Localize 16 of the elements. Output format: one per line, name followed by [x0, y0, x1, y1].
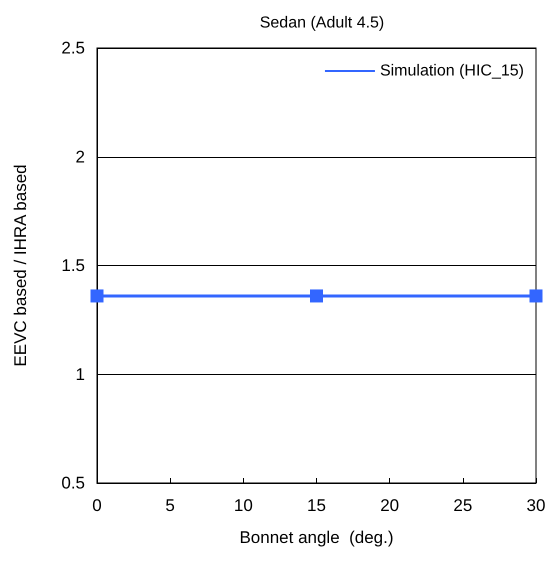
x-tick-label: 0	[92, 496, 102, 515]
y-tick-label: 2	[76, 147, 85, 166]
x-tick-label: 5	[165, 496, 175, 515]
legend-label: Simulation (HIC_15)	[380, 62, 524, 80]
x-tick-label: 30	[526, 496, 546, 515]
x-tick-label: 15	[307, 496, 326, 515]
y-tick-label: 2.5	[61, 38, 85, 58]
x-tick-label: 10	[234, 496, 253, 515]
y-tick-label: 0.5	[61, 474, 85, 492]
x-tick-label: 25	[453, 496, 472, 515]
y-axis-title: EEVC based / IHRA based	[11, 164, 30, 367]
x-axis-title: Bonnet angle (deg.)	[239, 528, 394, 547]
x-tick-label: 20	[380, 496, 400, 515]
y-tick-label: 1	[76, 364, 85, 384]
chart-title: Sedan (Adult 4.5)	[260, 14, 384, 32]
y-tick-label: 1.5	[61, 256, 85, 275]
